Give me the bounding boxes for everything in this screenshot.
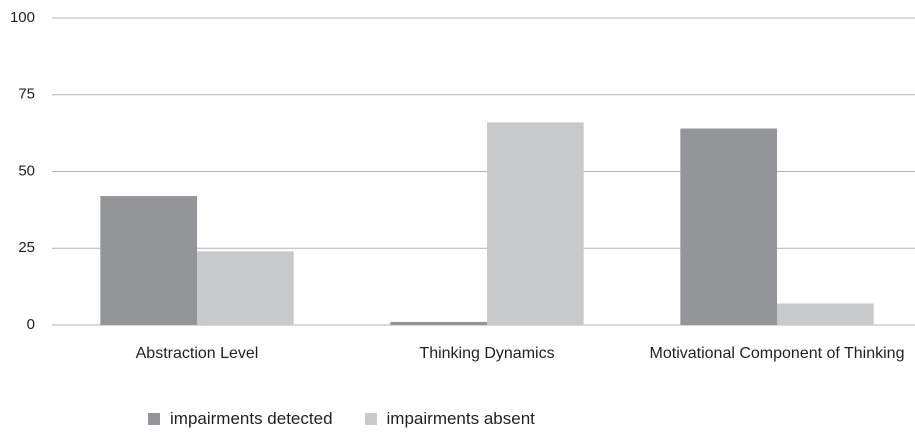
y-tick-label: 0 (27, 316, 35, 333)
legend-label: impairments detected (170, 409, 333, 428)
y-tick-label: 75 (18, 86, 35, 103)
legend: impairments detected impairments absent (148, 409, 567, 429)
bar (100, 196, 197, 325)
bar (777, 303, 874, 325)
legend-item: impairments absent (364, 409, 535, 429)
bar (390, 321, 487, 325)
bar (487, 122, 584, 325)
x-tick-label: Motivational Component of Thinking (649, 345, 905, 362)
y-tick-label: 100 (10, 9, 35, 26)
y-tick-label: 25 (18, 239, 35, 256)
bar (680, 128, 777, 325)
legend-item: impairments detected (148, 409, 333, 429)
x-tick-label: Thinking Dynamics (419, 345, 555, 362)
x-tick-label: Abstraction Level (135, 345, 259, 362)
y-tick-label: 50 (18, 162, 35, 179)
bar (197, 251, 294, 325)
legend-swatch (364, 413, 377, 425)
legend-label: impairments absent (386, 409, 535, 428)
legend-swatch (148, 413, 160, 425)
